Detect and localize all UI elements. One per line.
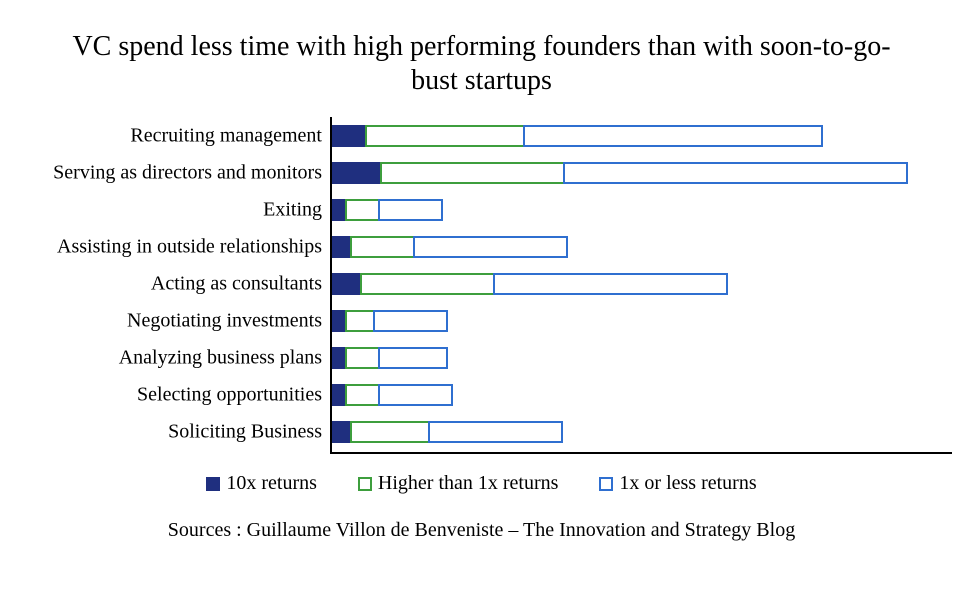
row-label: Exiting [263,198,332,221]
legend-swatch-1x-or-less [599,477,613,491]
legend-label-higher-1x: Higher than 1x returns [378,472,559,495]
bar-segment [332,236,352,258]
bar-segment [345,310,375,332]
chart-row: Exiting [332,191,952,228]
chart-row: Serving as directors and monitors [332,154,952,191]
row-label: Acting as consultants [151,272,332,295]
bar-segment [428,421,563,443]
chart-row: Assisting in outside relationships [332,228,952,265]
legend-item-1x-or-less: 1x or less returns [599,472,756,495]
bar-segment [360,273,495,295]
bar-segment [373,310,448,332]
bar-segment [523,125,823,147]
bar-segment [345,347,380,369]
row-label: Soliciting Business [168,420,332,443]
bar-stack [332,236,568,258]
bar-segment [332,421,352,443]
bar-segment [378,199,443,221]
chart-title: VC spend less time with high performing … [70,30,893,97]
legend-item-10x: 10x returns [206,472,317,495]
chart-row: Analyzing business plans [332,339,952,376]
bar-segment [378,384,453,406]
bar-segment [332,162,382,184]
bar-segment [365,125,525,147]
legend-label-1x-or-less: 1x or less returns [619,472,756,495]
bar-segment [332,125,367,147]
legend-item-higher-1x: Higher than 1x returns [358,472,559,495]
bar-segment [380,162,565,184]
source-text: Sources : Guillaume Villon de Benveniste… [30,519,933,542]
bar-segment [563,162,908,184]
legend: 10x returns Higher than 1x returns 1x or… [30,472,933,497]
row-label: Selecting opportunities [137,383,332,406]
bar-segment [350,236,415,258]
legend-swatch-10x [206,477,220,491]
bar-stack [332,273,728,295]
bar-segment [332,273,362,295]
chart-row: Negotiating investments [332,302,952,339]
legend-swatch-higher-1x [358,477,372,491]
bar-segment [345,384,380,406]
bar-segment [378,347,448,369]
row-label: Recruiting management [130,124,332,147]
chart-row: Selecting opportunities [332,376,952,413]
bar-stack [332,162,908,184]
bar-segment [413,236,568,258]
bar-stack [332,310,448,332]
chart-row: Recruiting management [332,117,952,154]
row-label: Assisting in outside relationships [57,235,332,258]
bar-stack [332,125,823,147]
bar-stack [332,347,448,369]
row-label: Analyzing business plans [119,346,332,369]
row-label: Serving as directors and monitors [53,161,332,184]
chart-row: Soliciting Business [332,413,952,450]
chart-row: Acting as consultants [332,265,952,302]
chart-container: VC spend less time with high performing … [0,0,963,595]
bar-stack [332,384,453,406]
bar-stack [332,421,563,443]
bar-stack [332,199,443,221]
bar-segment [493,273,728,295]
row-label: Negotiating investments [127,309,332,332]
legend-label-10x: 10x returns [226,472,317,495]
bar-segment [350,421,430,443]
plot-area: Recruiting managementServing as director… [330,117,952,454]
bar-segment [345,199,380,221]
